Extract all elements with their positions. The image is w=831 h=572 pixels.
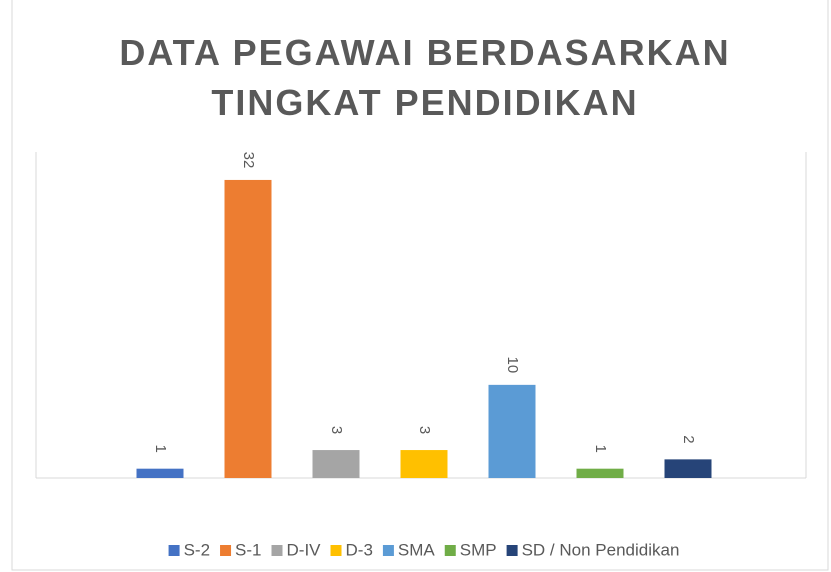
legend-swatch (220, 545, 232, 556)
legend-label: SMP (460, 540, 497, 559)
data-label: 10 (504, 357, 521, 374)
bar (576, 468, 624, 478)
chart-title: DATA PEGAWAI BERDASARKAN TINGKAT PENDIDI… (119, 32, 731, 123)
data-label: 32 (240, 152, 257, 169)
legend-swatch (168, 545, 180, 556)
legend-swatch (330, 545, 342, 556)
legend-swatch (444, 545, 456, 556)
legend-label: S-1 (235, 540, 261, 559)
legend-label: S-2 (184, 540, 210, 559)
legend-swatch (382, 545, 394, 556)
data-label: 1 (592, 445, 609, 453)
legend-label: SD / Non Pendidikan (522, 540, 680, 559)
legend-label: SMA (398, 540, 436, 559)
data-label: 1 (152, 445, 169, 453)
bar (488, 384, 536, 478)
data-label: 3 (328, 426, 345, 434)
bar (400, 450, 448, 478)
bar (312, 450, 360, 478)
legend-swatch (506, 545, 518, 556)
legend-swatch (271, 545, 283, 556)
chart-frame (11, 0, 829, 571)
legend-label: D-3 (346, 540, 373, 559)
bar (136, 468, 184, 478)
legend-label: D-IV (287, 540, 322, 559)
bar (224, 179, 272, 478)
data-label: 3 (416, 426, 433, 434)
bar (664, 459, 712, 478)
data-label: 2 (680, 435, 697, 443)
